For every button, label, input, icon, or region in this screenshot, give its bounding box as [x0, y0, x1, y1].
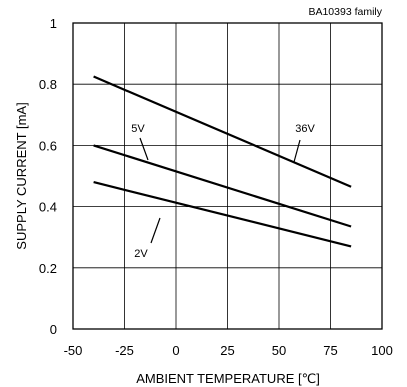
series-label-2v: 2V [134, 248, 148, 260]
family-annotation: BA10393 family [308, 6, 382, 18]
series-lines [93, 75, 352, 248]
plot-frame [72, 22, 383, 330]
series-leader-2v [150, 217, 161, 244]
grid-lines [73, 23, 382, 329]
x-axis-title: AMBIENT TEMPERATURE [℃] [136, 371, 320, 386]
series-line-36v [93, 75, 352, 188]
y-axis-title: SUPPLY CURRENT [mA] [14, 102, 29, 249]
labels: -50 -25 0 25 50 75 100 0 0.2 0.4 0.6 0.8 1 36V 5V 2V [39, 16, 393, 358]
series-leader-36v [293, 139, 301, 163]
series-line-2v [93, 181, 352, 248]
x-tick-label: 50 [272, 343, 286, 358]
y-tick-label: 1 [50, 16, 57, 31]
x-tick-label: -50 [64, 343, 83, 358]
series-label-36v: 36V [295, 123, 315, 135]
y-tick-label: 0.6 [39, 138, 57, 153]
series-label-5v: 5V [131, 123, 145, 135]
y-tick-label: 0.2 [39, 261, 57, 276]
series-line-5v [93, 144, 352, 228]
y-tick-label: 0.4 [39, 200, 57, 215]
x-tick-label: 75 [323, 343, 337, 358]
x-tick-label: 25 [220, 343, 234, 358]
series-leader-5v [139, 137, 149, 161]
x-tick-label: -25 [115, 343, 134, 358]
x-tick-label: 100 [371, 343, 393, 358]
y-tick-label: 0.8 [39, 77, 57, 92]
y-tick-label: 0 [50, 322, 57, 337]
x-tick-label: 0 [172, 343, 179, 358]
